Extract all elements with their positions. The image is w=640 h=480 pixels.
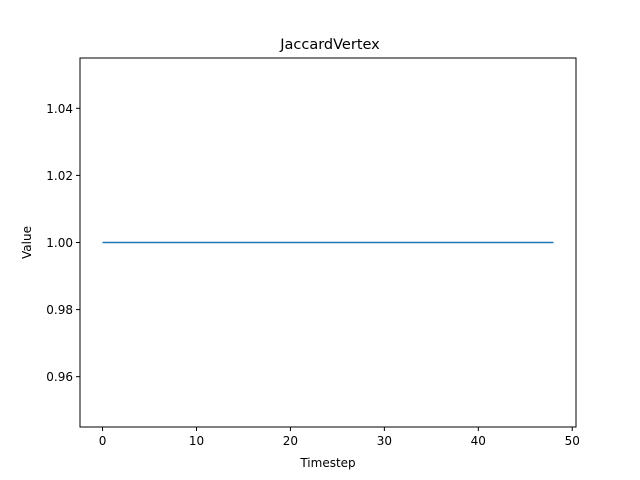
x-tick-label: 50 <box>565 434 580 448</box>
y-axis: 0.96 0.98 1.00 1.02 1.04 <box>46 102 80 384</box>
y-tick-label: 1.02 <box>46 169 73 183</box>
x-tick-label: 30 <box>377 434 392 448</box>
x-tick-label: 0 <box>99 434 107 448</box>
y-tick-label: 1.04 <box>46 102 73 116</box>
y-axis-label: Value <box>20 226 34 259</box>
x-axis: 0 10 20 30 40 50 <box>99 427 580 448</box>
x-axis-label: Timestep <box>299 456 355 470</box>
x-tick-label: 20 <box>283 434 298 448</box>
x-tick-label: 10 <box>189 434 204 448</box>
chart-title: JaccardVertex <box>279 37 380 53</box>
y-tick-label: 0.96 <box>46 370 73 384</box>
x-tick-label: 40 <box>471 434 486 448</box>
y-tick-label: 1.00 <box>46 236 73 250</box>
y-tick-label: 0.98 <box>46 303 73 317</box>
